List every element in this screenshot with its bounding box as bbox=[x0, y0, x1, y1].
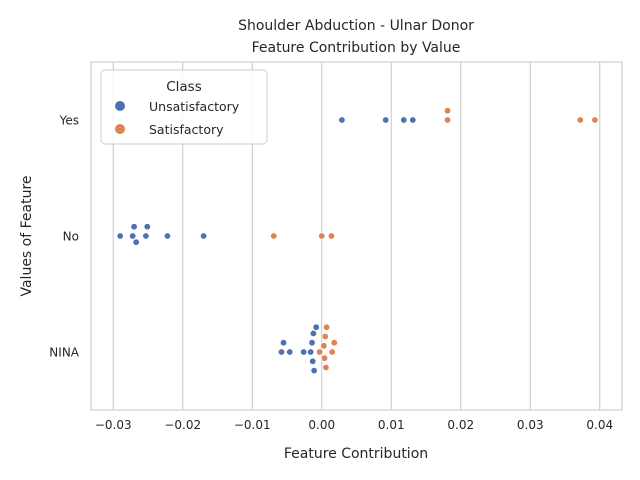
point-unsatisfactory-nina-16 bbox=[307, 348, 315, 356]
point-unsatisfactory-no-6 bbox=[130, 223, 138, 231]
point-unsatisfactory-nina-21 bbox=[312, 323, 320, 331]
point-unsatisfactory-nina-15 bbox=[300, 348, 308, 356]
point-satisfactory-no-5 bbox=[318, 232, 326, 240]
point-unsatisfactory-no-11 bbox=[200, 232, 208, 240]
point-satisfactory-nina-9 bbox=[321, 354, 329, 362]
point-unsatisfactory-no-9 bbox=[143, 223, 151, 231]
point-satisfactory-nina-7 bbox=[316, 348, 324, 356]
x-tick-label: −0.03 bbox=[95, 418, 132, 432]
point-satisfactory-nina-12 bbox=[323, 323, 331, 331]
point-unsatisfactory-yes-3 bbox=[409, 116, 417, 124]
x-tick-label: 0.02 bbox=[447, 418, 474, 432]
point-satisfactory-no-4 bbox=[270, 232, 278, 240]
point-satisfactory-yes-1 bbox=[444, 107, 452, 115]
legend-label-unsatisfactory: Unsatisfactory bbox=[149, 99, 240, 114]
chart-title-line-1: Shoulder Abduction - Ulnar Donor bbox=[238, 18, 474, 34]
point-unsatisfactory-nina-20 bbox=[310, 367, 318, 375]
y-tick-label: No bbox=[63, 230, 79, 244]
point-unsatisfactory-yes-2 bbox=[400, 116, 408, 124]
point-satisfactory-nina-10 bbox=[321, 332, 329, 340]
point-unsatisfactory-no-10 bbox=[163, 232, 171, 240]
x-tick-label: 0.03 bbox=[517, 418, 544, 432]
y-axis-label: Values of Feature bbox=[19, 175, 35, 296]
point-unsatisfactory-nina-18 bbox=[309, 357, 317, 365]
point-satisfactory-yes-3 bbox=[591, 116, 599, 124]
point-unsatisfactory-no-8 bbox=[142, 232, 150, 240]
point-satisfactory-yes-2 bbox=[576, 116, 584, 124]
y-tick-label: NINA bbox=[49, 346, 79, 360]
point-unsatisfactory-no-7 bbox=[132, 238, 140, 246]
point-unsatisfactory-nina-12 bbox=[277, 348, 285, 356]
point-unsatisfactory-no-5 bbox=[129, 232, 137, 240]
x-tick-label: 0.04 bbox=[586, 418, 613, 432]
legend-box bbox=[100, 69, 268, 145]
y-tick-label: Yes bbox=[59, 114, 79, 128]
point-unsatisfactory-nina-17 bbox=[308, 339, 316, 347]
point-unsatisfactory-no-4 bbox=[116, 232, 124, 240]
legend-label-satisfactory: Satisfactory bbox=[149, 122, 224, 137]
point-satisfactory-nina-13 bbox=[328, 348, 336, 356]
point-unsatisfactory-yes-0 bbox=[338, 116, 346, 124]
legend-marker-satisfactory bbox=[115, 124, 125, 134]
x-tick-label: −0.02 bbox=[164, 418, 201, 432]
point-satisfactory-yes-0 bbox=[444, 116, 452, 124]
point-unsatisfactory-yes-1 bbox=[382, 116, 390, 124]
x-axis-ticks: −0.03 −0.02 −0.01 0.00 0.01 0.02 0.03 0.04 bbox=[95, 418, 613, 432]
point-satisfactory-nina-11 bbox=[322, 363, 330, 371]
data-points bbox=[116, 107, 599, 375]
x-tick-label: 0.01 bbox=[378, 418, 405, 432]
legend: Class Unsatisfactory Satisfactory bbox=[100, 69, 268, 145]
x-tick-label: 0.00 bbox=[308, 418, 335, 432]
y-axis-ticks: Yes No NINA bbox=[49, 114, 79, 360]
legend-title: Class bbox=[166, 79, 202, 95]
chart-title-line-2: Feature Contribution by Value bbox=[252, 40, 461, 56]
point-unsatisfactory-nina-19 bbox=[309, 329, 317, 337]
point-satisfactory-nina-8 bbox=[320, 342, 328, 350]
x-tick-label: −0.01 bbox=[234, 418, 271, 432]
point-unsatisfactory-nina-14 bbox=[286, 348, 294, 356]
legend-marker-unsatisfactory bbox=[115, 101, 125, 111]
point-unsatisfactory-nina-13 bbox=[280, 339, 288, 347]
x-axis-label: Feature Contribution bbox=[284, 446, 428, 462]
point-satisfactory-nina-14 bbox=[330, 339, 338, 347]
plot-area bbox=[90, 61, 623, 411]
point-satisfactory-no-6 bbox=[327, 232, 335, 240]
